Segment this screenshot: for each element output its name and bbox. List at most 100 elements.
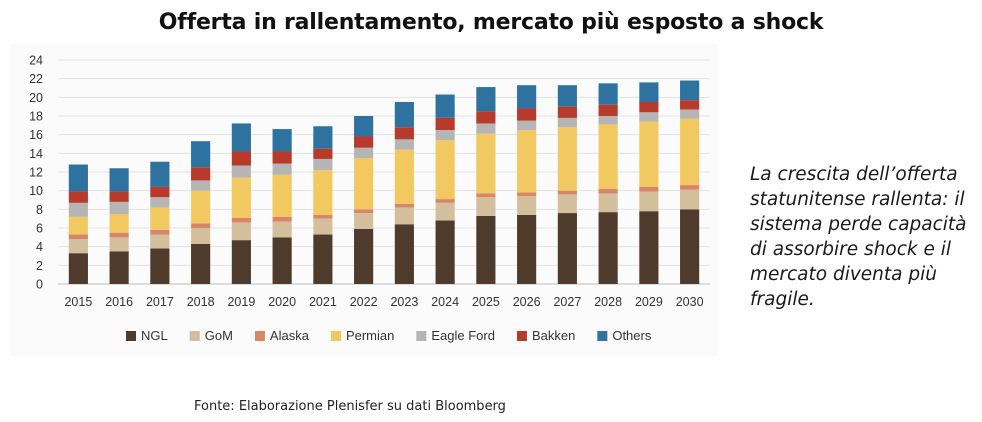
bar-segment-alaska	[517, 192, 537, 197]
bar-segment-bakken	[354, 136, 374, 148]
x-tick-label: 2023	[390, 295, 418, 309]
bar-segment-others	[150, 161, 170, 187]
bar-segment-alaska	[598, 188, 618, 194]
bar-segment-permian	[680, 118, 700, 186]
bar-segment-bakken	[476, 111, 496, 124]
bar-segment-others	[598, 83, 618, 105]
bar-segment-bakken	[517, 108, 537, 121]
bar-segment-permian	[150, 207, 170, 230]
bar-segment-ngl	[557, 213, 577, 284]
bar-segment-gom	[598, 193, 618, 213]
bar-segment-ngl	[231, 240, 251, 284]
y-tick-label: 4	[36, 240, 43, 254]
bar-segment-ngl	[680, 209, 700, 284]
bar-segment-ngl	[476, 215, 496, 284]
y-tick-label: 16	[29, 128, 43, 142]
bar-segment-permian	[598, 124, 618, 189]
x-tick-label: 2024	[431, 295, 459, 309]
bar-segment-eagle-ford	[394, 139, 414, 150]
bar-segment-bakken	[231, 151, 251, 166]
bar-stack-2015	[68, 164, 88, 284]
bar-segment-others	[231, 123, 251, 152]
legend-item-permian: Permian	[330, 328, 394, 343]
bar-stack-2020	[272, 129, 292, 284]
bar-stack-2030	[680, 80, 700, 284]
bar-segment-permian	[394, 149, 414, 204]
source-note: Fonte: Elaborazione Plenisfer su dati Bl…	[194, 399, 506, 414]
bar-segment-eagle-ford	[517, 120, 537, 130]
x-tick-label: 2027	[553, 295, 581, 309]
bar-segment-alaska	[680, 185, 700, 190]
x-tick-label: 2022	[350, 295, 378, 309]
y-tick-label: 18	[29, 110, 43, 124]
bar-segment-others	[68, 164, 88, 192]
legend-label: Alaska	[270, 328, 310, 343]
legend-swatch	[254, 331, 265, 341]
bar-segment-ngl	[517, 214, 537, 284]
bar-segment-eagle-ford	[354, 147, 374, 158]
bar-segment-others	[639, 82, 659, 102]
bar-stack-2025	[476, 87, 496, 284]
x-axis-ticks: 2015 2016 2017 2018 2019 2020 2021 2022 2023 2024…	[64, 295, 703, 309]
bar-segment-alaska	[109, 232, 129, 238]
x-tick-label: 2017	[146, 295, 174, 309]
bar-stack-2027	[557, 85, 577, 284]
bar-segment-gom	[313, 218, 333, 235]
bar-segment-permian	[231, 177, 251, 218]
bar-segment-bakken	[680, 100, 700, 110]
y-tick-label: 6	[36, 222, 43, 236]
bar-segment-gom	[394, 207, 414, 225]
bar-segment-alaska	[557, 190, 577, 195]
y-tick-label: 24	[29, 54, 43, 68]
bar-segment-gom	[476, 197, 496, 216]
bar-segment-permian	[313, 170, 333, 215]
legend-swatch	[126, 331, 136, 341]
legend-item-others: Others	[597, 328, 652, 343]
y-tick-label: 20	[29, 91, 43, 105]
bar-segment-eagle-ford	[680, 109, 700, 119]
legend-item-gom: GoM	[189, 328, 233, 343]
legend-swatch	[189, 331, 200, 341]
bar-segment-ngl	[313, 234, 333, 284]
legend-item-eagle-ford: Eagle Ford	[416, 328, 495, 343]
bar-stacks	[68, 80, 700, 284]
legend-label: GoM	[205, 328, 233, 343]
bar-segment-bakken	[557, 106, 577, 118]
bar-segment-ngl	[109, 251, 129, 284]
legend-label: Permian	[346, 328, 394, 343]
bar-segment-permian	[517, 130, 537, 193]
bar-segment-ngl	[394, 224, 414, 284]
bar-stack-2023	[394, 102, 414, 284]
x-tick-label: 2015	[64, 295, 92, 309]
bar-stack-2022	[354, 116, 374, 284]
x-tick-label: 2025	[472, 295, 500, 309]
bar-segment-gom	[354, 213, 374, 229]
side-note: La crescita dell’offerta statunitense ra…	[750, 164, 967, 310]
bar-segment-bakken	[109, 191, 129, 202]
chart-panel: 0 2 4 6 8 10 12 14 16 18 20 22 24 2015 2016 2017 2018 20…	[10, 44, 718, 356]
x-tick-label: 2029	[635, 295, 663, 309]
y-tick-label: 8	[36, 203, 43, 217]
x-tick-label: 2028	[594, 295, 622, 309]
legend-swatch	[516, 331, 527, 341]
x-tick-label: 2021	[309, 295, 337, 309]
bar-segment-gom	[639, 191, 659, 212]
bar-segment-permian	[435, 140, 455, 200]
bar-segment-alaska	[313, 214, 333, 219]
bar-segment-ngl	[68, 253, 88, 284]
bar-segment-eagle-ford	[639, 112, 659, 122]
bar-segment-eagle-ford	[272, 163, 292, 175]
bar-segment-permian	[354, 158, 374, 210]
y-tick-label: 12	[29, 166, 43, 180]
bar-segment-bakken	[313, 148, 333, 159]
bar-segment-gom	[68, 239, 88, 254]
bar-segment-bakken	[435, 117, 455, 130]
bar-segment-eagle-ford	[313, 158, 333, 171]
bar-segment-permian	[109, 214, 129, 233]
legend-swatch	[416, 331, 427, 341]
bar-segment-alaska	[150, 229, 170, 235]
bar-segment-ngl	[191, 243, 211, 284]
bar-segment-ngl	[150, 248, 170, 284]
bar-stack-2028	[598, 83, 618, 284]
